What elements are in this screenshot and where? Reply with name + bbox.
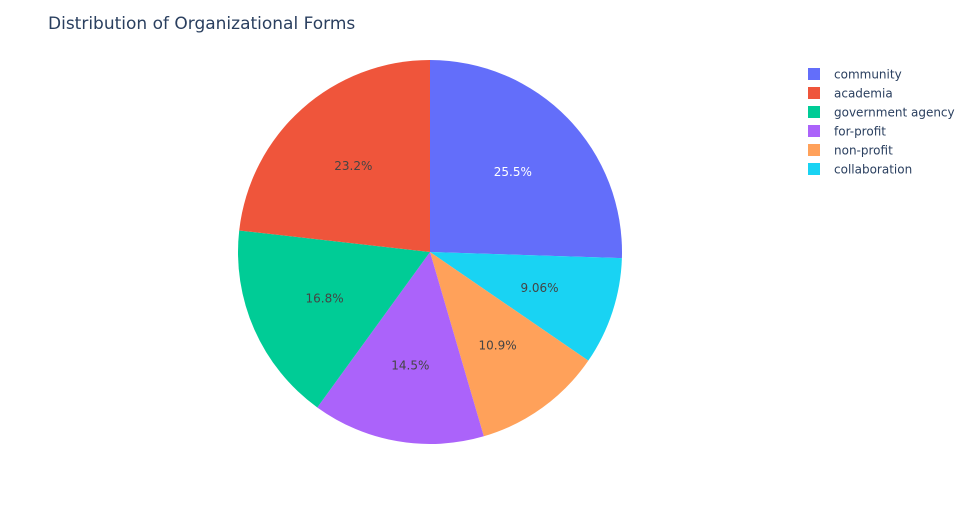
legend-swatch (808, 144, 820, 156)
legend-swatch (808, 87, 820, 99)
pie-slice-labels: 25.5% 9.06% 10.9% 14.5% 16.8% 23.2% (306, 159, 559, 372)
legend-item-community[interactable]: community (808, 68, 902, 82)
pie-slice-government-agency[interactable] (237, 230, 430, 408)
slice-label-collaboration: 9.06% (520, 281, 558, 295)
pie-slice-collaboration[interactable] (430, 252, 622, 361)
legend-swatch (808, 163, 820, 175)
chart-title: Distribution of Organizational Forms (48, 14, 355, 34)
legend: community academia government agency for-pr… (808, 68, 955, 177)
legend-item-for-profit[interactable]: for-profit (808, 125, 886, 139)
legend-label: non-profit (834, 144, 893, 158)
legend-swatch (808, 106, 820, 118)
legend-label: academia (834, 87, 893, 101)
pie-slices (237, 60, 622, 444)
pie-slice-non-profit[interactable] (430, 252, 589, 437)
legend-item-collaboration[interactable]: collaboration (808, 163, 912, 177)
legend-swatch (808, 68, 820, 80)
pie-slice-community[interactable] (430, 60, 622, 259)
slice-label-non-profit: 10.9% (479, 338, 517, 352)
legend-swatch (808, 125, 820, 137)
legend-label: collaboration (834, 163, 912, 177)
legend-label: government agency (834, 106, 955, 120)
legend-item-academia[interactable]: academia (808, 87, 893, 101)
slice-label-academia: 23.2% (334, 159, 372, 173)
slice-label-for-profit: 14.5% (391, 359, 429, 373)
pie-slice-for-profit[interactable] (317, 252, 484, 444)
legend-label: for-profit (834, 125, 886, 139)
slice-label-government-agency: 16.8% (306, 292, 344, 306)
legend-item-non-profit[interactable]: non-profit (808, 144, 893, 158)
legend-label: community (834, 68, 902, 82)
legend-item-government-agency[interactable]: government agency (808, 106, 955, 120)
slice-label-community: 25.5% (494, 165, 532, 179)
pie-slice-academia[interactable] (239, 60, 430, 252)
